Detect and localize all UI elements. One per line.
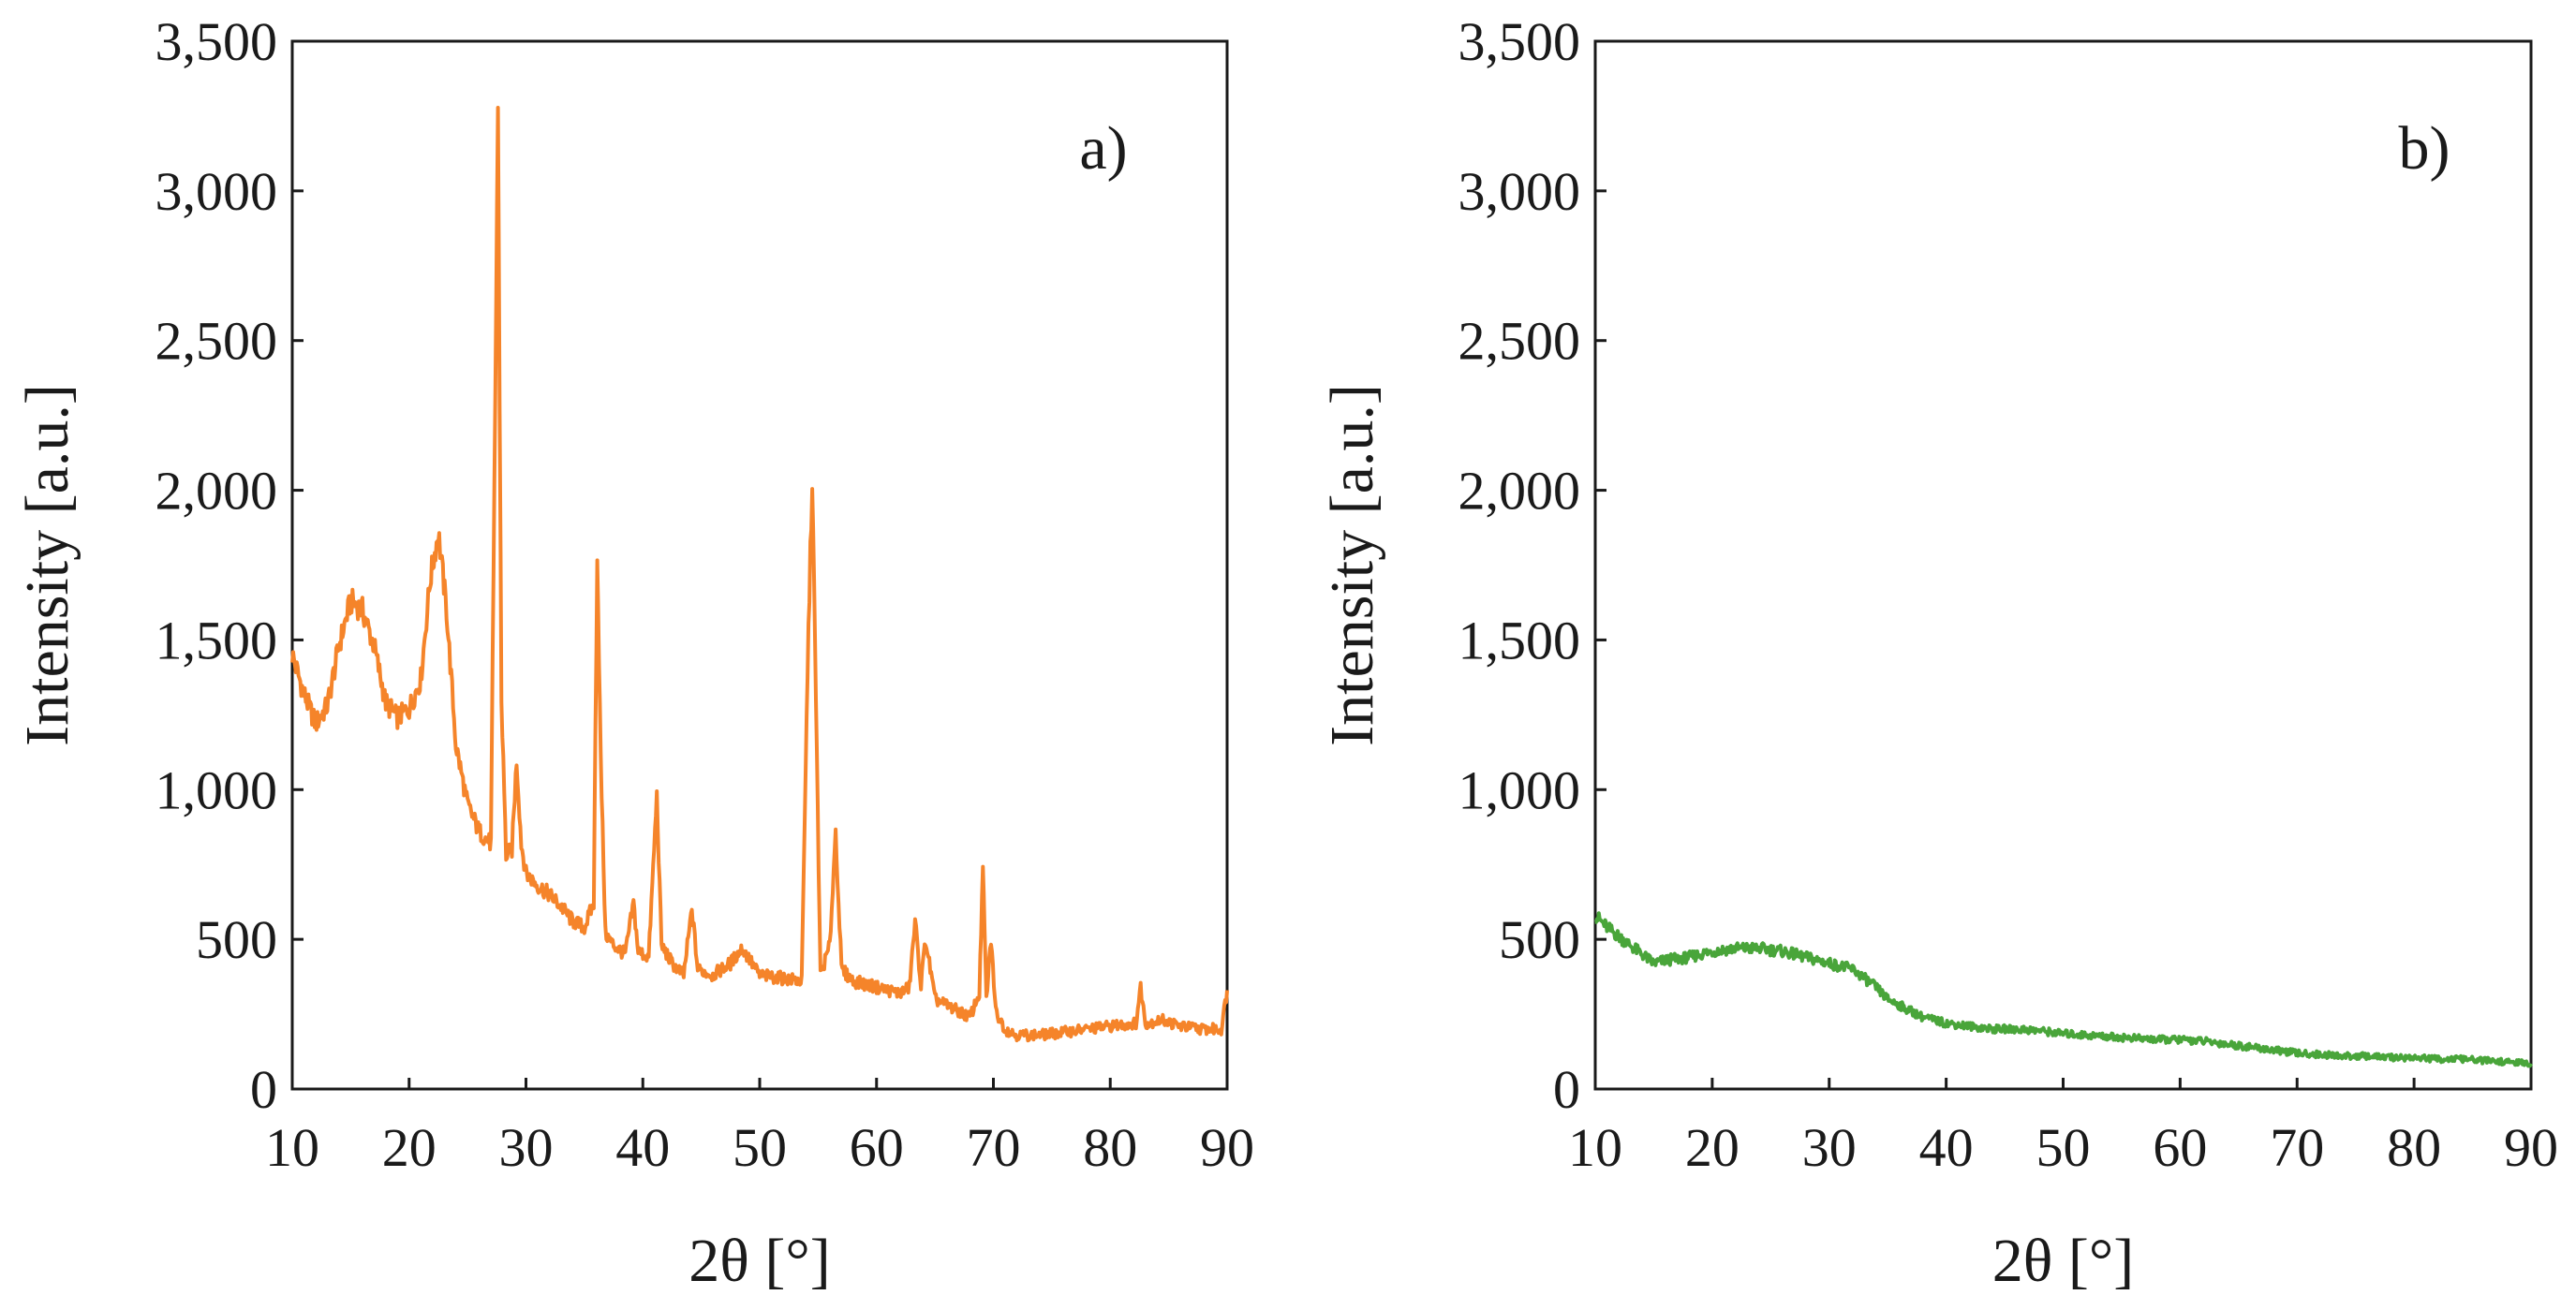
y-tick-label: 1,000 [155,759,278,820]
x-tick-label: 20 [382,1117,437,1178]
y-tick-label: 2,500 [155,311,278,372]
x-tick-label: 10 [1568,1117,1622,1178]
y-tick-label: 2,000 [1458,461,1581,522]
x-axis-title: 2θ [°] [688,1227,830,1295]
y-tick-label: 0 [1553,1059,1580,1120]
y-tick-label: 500 [1499,909,1580,970]
x-tick-label: 70 [2270,1117,2324,1178]
y-tick-label: 2,000 [155,461,278,522]
panel-label: a) [1079,114,1127,183]
x-tick-label: 30 [499,1117,554,1178]
data-series-line [1594,911,2533,1068]
data-series-line [290,106,1229,1043]
x-tick-label: 30 [1802,1117,1857,1178]
y-tick-label: 2,500 [1458,311,1581,372]
x-tick-label: 50 [2036,1117,2091,1178]
y-tick-label: 0 [250,1059,277,1120]
y-tick-label: 500 [196,909,277,970]
x-tick-label: 50 [733,1117,787,1178]
x-tick-label: 80 [2387,1117,2441,1178]
y-axis-title: Intensity [a.u.] [13,384,81,746]
y-tick-label: 3,000 [1458,161,1581,222]
x-tick-label: 40 [1919,1117,1974,1178]
x-tick-label: 90 [2504,1117,2558,1178]
y-tick-label: 3,000 [155,161,278,222]
x-tick-label: 70 [967,1117,1021,1178]
panel-a: 0 500 1,000 1,500 2,000 2,500 3,000 3,500 10 20 30… [13,11,1254,1295]
x-tick-label: 40 [615,1117,670,1178]
x-tick-label: 20 [1685,1117,1740,1178]
x-axis-title: 2θ [°] [1992,1227,2134,1295]
panel-b: 0 500 1,000 1,500 2,000 2,500 3,000 3,500 10 20 30… [1318,11,2558,1295]
panel-label: b) [2399,114,2450,183]
y-axis-title: Intensity [a.u.] [1318,384,1386,746]
y-tick-label: 1,500 [155,610,278,670]
x-tick-label: 60 [2153,1117,2207,1178]
y-tick-label: 3,500 [1458,11,1581,72]
y-tick-label: 1,500 [1458,610,1581,670]
y-tick-label: 3,500 [155,11,278,72]
x-tick-label: 60 [850,1117,904,1178]
x-tick-label: 80 [1083,1117,1137,1178]
x-tick-label: 90 [1200,1117,1254,1178]
y-tick-label: 1,000 [1458,759,1581,820]
x-tick-label: 10 [265,1117,319,1178]
